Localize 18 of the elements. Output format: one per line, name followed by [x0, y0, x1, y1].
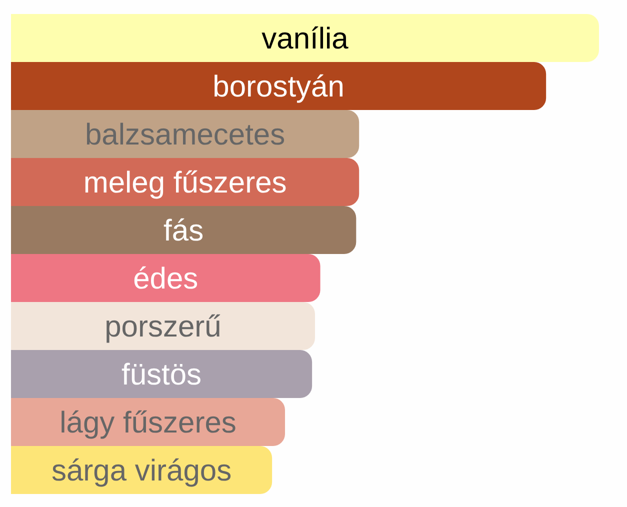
bar: [11, 302, 315, 350]
bar: [11, 110, 360, 158]
y-tick-label: édes: [133, 262, 198, 296]
y-tick-label: sárga virágos: [51, 454, 232, 488]
y-tick-label: balzsamecetes: [84, 118, 286, 152]
y-tick-label: füstös: [122, 358, 202, 392]
y-tick-label: fás: [164, 214, 204, 248]
bar: [11, 158, 360, 206]
y-tick-label: borostyán: [212, 70, 344, 104]
y-tick-label: porszerű: [104, 310, 222, 344]
bar: [11, 254, 320, 302]
y-tick-label: vanília: [262, 22, 349, 56]
bar: [11, 206, 356, 254]
y-tick-label: lágy fűszeres: [60, 406, 236, 440]
bar: [11, 350, 312, 398]
bar: [11, 62, 546, 110]
y-tick-label: meleg fűszeres: [83, 166, 287, 200]
bar: [11, 14, 599, 62]
